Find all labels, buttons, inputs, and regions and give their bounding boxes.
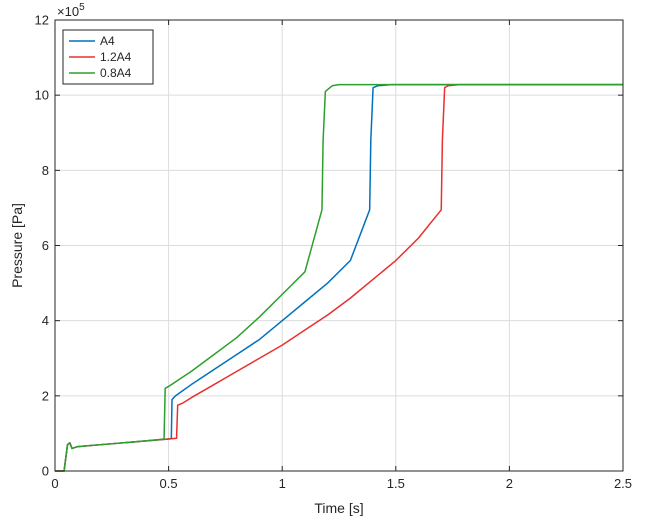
- y-tick-label: 2: [42, 388, 49, 403]
- x-tick-label: 2: [506, 476, 513, 491]
- x-tick-label: 1: [279, 476, 286, 491]
- x-tick-label: 0.5: [160, 476, 178, 491]
- y-tick-label: 0: [42, 464, 49, 479]
- axis-ticks: 0 0.5 1 1.5 2 2.5 0 2 4 6 8 10 12: [35, 13, 633, 492]
- x-tick-label: 1.5: [387, 476, 405, 491]
- y-axis-label: Pressure [Pa]: [9, 203, 25, 288]
- series-layer: [55, 83, 623, 472]
- series-line-3: [55, 83, 623, 472]
- legend-label-2: 1.2A4: [100, 50, 132, 64]
- y-tick-label: 12: [35, 13, 49, 28]
- y-exponent-label: ×105: [57, 2, 85, 19]
- x-axis-label: Time [s]: [314, 500, 363, 516]
- y-tick-label: 10: [35, 88, 49, 103]
- y-tick-label: 8: [42, 163, 49, 178]
- grid-lines: [55, 20, 623, 471]
- legend-label-1: A4: [100, 34, 115, 48]
- x-tick-label: 2.5: [614, 476, 632, 491]
- y-tick-label: 4: [42, 313, 49, 328]
- x-tick-label: 0: [51, 476, 58, 491]
- y-tick-label: 6: [42, 238, 49, 253]
- legend-label-3: 0.8A4: [100, 66, 132, 80]
- legend: A4 1.2A4 0.8A4: [62, 29, 154, 85]
